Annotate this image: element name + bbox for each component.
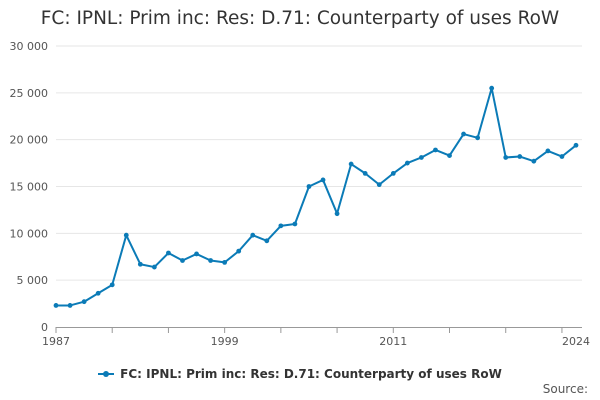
x-tick-label: 2024 xyxy=(562,335,590,348)
data-point xyxy=(489,85,495,91)
data-point xyxy=(137,261,143,267)
data-point xyxy=(194,251,199,257)
grid-lines xyxy=(56,45,582,281)
y-tick-label: 15 000 xyxy=(10,181,49,194)
data-point xyxy=(109,282,115,288)
data-point xyxy=(306,184,312,189)
source-label: Source: xyxy=(542,382,588,396)
data-point xyxy=(236,248,242,254)
legend-series-marker xyxy=(98,371,115,377)
data-point xyxy=(320,177,326,183)
data-point xyxy=(362,170,368,176)
data-point xyxy=(503,155,509,160)
data-point xyxy=(517,154,523,159)
x-tick-label: 1999 xyxy=(211,335,239,348)
data-point xyxy=(151,264,157,270)
series-group xyxy=(53,85,579,308)
legend: FC: IPNL: Prim inc: Res: D.71: Counterpa… xyxy=(0,364,600,381)
data-point xyxy=(208,258,213,263)
x-axis: 1987 1999 2011 2024 xyxy=(42,327,590,348)
data-point xyxy=(278,223,284,229)
x-tick-label: 2011 xyxy=(379,335,407,348)
data-point xyxy=(123,232,129,238)
data-point xyxy=(250,232,256,238)
y-tick-label: 20 000 xyxy=(10,134,49,147)
data-point xyxy=(264,238,270,244)
data-point xyxy=(292,221,298,227)
series-line xyxy=(56,87,577,307)
data-point xyxy=(180,258,185,263)
y-tick-label: 5 000 xyxy=(17,274,49,287)
chart-title: FC: IPNL: Prim inc: Res: D.71: Counterpa… xyxy=(40,8,560,29)
legend-series-label: FC: IPNL: Prim inc: Res: D.71: Counterpa… xyxy=(120,367,502,381)
data-point xyxy=(475,135,481,141)
data-point xyxy=(404,160,410,166)
data-point xyxy=(433,147,438,153)
data-point xyxy=(222,259,228,265)
y-tick-label: 30 000 xyxy=(10,40,49,53)
data-point xyxy=(376,182,382,188)
data-point xyxy=(166,250,171,256)
y-tick-label: 0 xyxy=(41,321,48,334)
data-point xyxy=(461,131,466,137)
data-point xyxy=(390,170,396,176)
x-tick-label: 1987 xyxy=(42,335,70,348)
data-point xyxy=(53,303,59,308)
data-point xyxy=(348,161,354,167)
data-point xyxy=(67,303,73,308)
data-point xyxy=(447,153,452,158)
data-point xyxy=(573,142,579,148)
data-point xyxy=(531,158,537,164)
data-point xyxy=(545,148,551,154)
y-tick-label: 10 000 xyxy=(10,227,49,240)
y-axis: 0 5 000 10 000 15 000 20 000 25 000 30 000 xyxy=(10,40,49,334)
data-point xyxy=(334,211,340,217)
data-point xyxy=(419,155,424,160)
y-tick-label: 25 000 xyxy=(10,87,49,100)
data-point xyxy=(559,154,565,159)
data-point xyxy=(81,299,87,305)
data-point xyxy=(95,290,101,296)
